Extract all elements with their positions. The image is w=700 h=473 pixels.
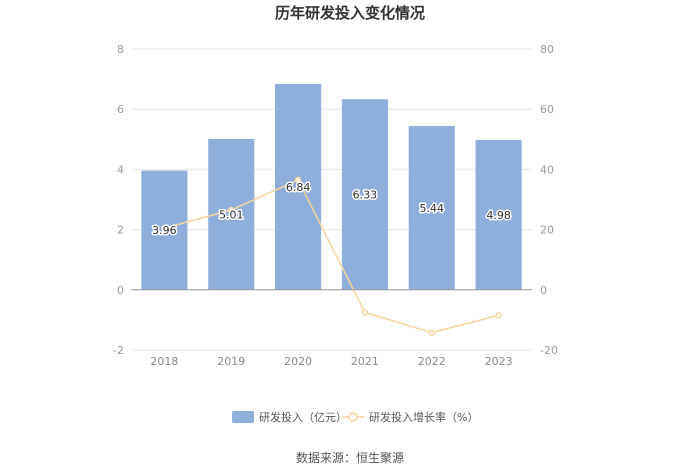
line-point	[495, 312, 502, 319]
source-note: 数据来源：恒生聚源	[296, 450, 404, 465]
growth-line	[164, 178, 499, 334]
legend-swatch-bar	[232, 411, 254, 423]
legend: 研发投入（亿元） 研发投入增长率（%）	[232, 410, 478, 424]
y-right-tick-label: 80	[540, 43, 554, 56]
bar-value-label: 6.84	[286, 181, 311, 194]
bar-value-label: 5.01	[219, 208, 244, 221]
x-tick-label: 2022	[418, 355, 446, 368]
y-left-tick-label: 8	[117, 43, 124, 56]
y-left-tick-label: 6	[117, 103, 124, 116]
y-left-tick-label: 2	[117, 224, 124, 237]
x-tick-label: 2018	[150, 355, 178, 368]
x-tick-label: 2020	[284, 355, 312, 368]
y-right-tick-label: 0	[540, 284, 547, 297]
y-left-tick-label: -2	[113, 344, 124, 357]
chart-title: 历年研发投入变化情况	[275, 4, 425, 22]
bar-series	[141, 83, 522, 290]
x-tick-label: 2021	[351, 355, 379, 368]
bar-value-label: 5.44	[420, 202, 445, 215]
x-tick-label: 2023	[485, 355, 513, 368]
line-point	[161, 224, 168, 232]
x-tick-label: 2019	[217, 355, 245, 368]
bar-value-label: 6.33	[353, 189, 378, 202]
legend-swatch-marker	[348, 412, 358, 422]
bar	[341, 99, 388, 290]
y-left-tick-label: 0	[117, 284, 124, 297]
bar-value-label: 4.98	[486, 209, 511, 222]
y-left-tick-label: 4	[117, 163, 124, 176]
line-point	[361, 309, 369, 316]
line-point	[428, 329, 435, 336]
line-point	[228, 206, 235, 214]
legend-label-bar: 研发投入（亿元）	[259, 410, 347, 424]
y-right-tick-label: 40	[540, 163, 554, 176]
y-right-tick-label: -20	[540, 344, 558, 357]
y-right-tick-label: 60	[540, 103, 554, 116]
bar	[408, 126, 455, 290]
line-series	[161, 176, 502, 336]
data-labels: 3.96 5.01 6.84 6.33 5.44 4.98	[151, 179, 513, 238]
legend-label-line: 研发投入增长率（%）	[369, 410, 478, 424]
bar	[475, 139, 522, 290]
y-right-tick-label: 20	[540, 224, 554, 237]
axes: -2 -20 0 0 2 20 4 40 6 60 8 80 2018 2019 2020 2021 2022 2…	[113, 43, 558, 368]
bar-value-label: 3.96	[152, 224, 177, 237]
line-point	[294, 176, 302, 184]
grid-lines	[131, 48, 532, 351]
